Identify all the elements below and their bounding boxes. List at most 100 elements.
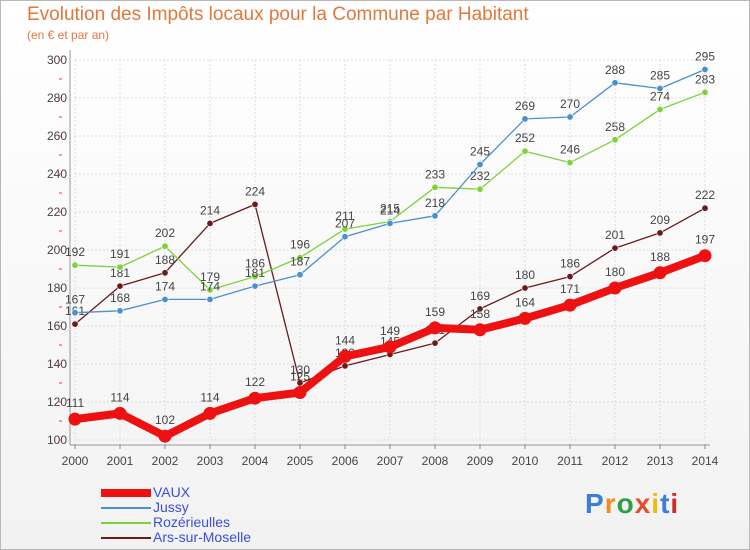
- data-point-ars-sur-moselle: [161, 269, 169, 277]
- data-label-roz-rieulles: 196: [290, 238, 310, 252]
- data-label-jussy: 168: [110, 291, 130, 305]
- data-point-jussy: [116, 307, 124, 315]
- data-point-roz-rieulles: [341, 225, 349, 233]
- data-point-vaux: [203, 406, 217, 420]
- data-point-vaux: [293, 386, 307, 399]
- data-label-ars-sur-moselle: 201: [605, 228, 625, 242]
- data-point-jussy: [701, 66, 709, 74]
- data-point-ars-sur-moselle: [431, 339, 439, 347]
- data-label-roz-rieulles: 211: [335, 209, 354, 223]
- data-label-roz-rieulles: 192: [65, 245, 85, 259]
- data-label-ars-sur-moselle: 180: [515, 268, 535, 282]
- logo-letter: x: [634, 488, 652, 519]
- data-point-vaux: [518, 311, 532, 325]
- data-point-vaux: [68, 412, 82, 426]
- y-tick-label: 180: [47, 281, 67, 295]
- data-point-roz-rieulles: [521, 147, 529, 155]
- legend-label-jussy: Jussy: [153, 499, 189, 515]
- data-label-roz-rieulles: 274: [650, 89, 670, 103]
- data-point-vaux: [653, 266, 667, 280]
- data-point-roz-rieulles: [701, 88, 709, 96]
- data-label-ars-sur-moselle: 222: [695, 188, 715, 202]
- data-label-jussy: 214: [380, 203, 400, 217]
- data-point-vaux: [563, 298, 577, 312]
- data-label-vaux: 144: [335, 333, 355, 347]
- x-tick-label: 2013: [647, 454, 674, 468]
- data-point-jussy: [341, 233, 349, 241]
- data-label-jussy: 181: [245, 266, 265, 280]
- data-label-jussy: 187: [290, 255, 310, 269]
- data-point-vaux: [698, 249, 712, 263]
- x-tick-label: 2002: [152, 454, 179, 468]
- y-tick-label: 240: [47, 167, 67, 181]
- x-tick-label: 2003: [197, 454, 224, 468]
- data-label-vaux: 164: [515, 295, 535, 309]
- data-label-ars-sur-moselle: 224: [245, 184, 265, 198]
- y-tick-label: 280: [47, 91, 67, 105]
- data-point-ars-sur-moselle: [206, 219, 214, 227]
- data-label-ars-sur-moselle: 188: [155, 253, 175, 267]
- legend-label-vaux: VAUX: [153, 484, 191, 500]
- data-label-roz-rieulles: 246: [560, 143, 580, 157]
- data-label-roz-rieulles: 186: [245, 257, 265, 271]
- x-tick-label: 2004: [242, 454, 269, 468]
- logo-letter: r: [604, 488, 617, 519]
- data-label-ars-sur-moselle: 169: [470, 289, 490, 303]
- legend-swatch-vaux: [101, 489, 151, 497]
- data-point-jussy: [161, 295, 169, 303]
- data-point-roz-rieulles: [296, 254, 304, 262]
- legend-swatch-rozerieulles: [101, 522, 151, 524]
- data-label-roz-rieulles: 283: [695, 72, 715, 86]
- logo-letter: o: [616, 488, 635, 519]
- x-tick-label: 2008: [422, 454, 449, 468]
- legend-swatch-jussy: [101, 507, 151, 509]
- data-point-jussy: [71, 309, 79, 317]
- data-point-roz-rieulles: [476, 185, 484, 193]
- data-label-vaux: 114: [110, 390, 129, 404]
- y-tick-label: 140: [47, 357, 67, 371]
- data-label-ars-sur-moselle: 214: [200, 203, 220, 217]
- chart-title: Evolution des Impôts locaux pour la Comm…: [27, 4, 529, 25]
- x-tick-label: 2001: [107, 454, 134, 468]
- data-point-jussy: [476, 161, 484, 169]
- data-label-jussy: 270: [560, 97, 580, 111]
- data-label-jussy: 218: [425, 196, 445, 210]
- data-label-vaux: 171: [560, 282, 580, 296]
- data-label-roz-rieulles: 191: [110, 247, 130, 261]
- data-label-vaux: 125: [290, 370, 310, 384]
- data-point-ars-sur-moselle: [251, 200, 259, 208]
- data-point-roz-rieulles: [656, 105, 664, 113]
- data-point-roz-rieulles: [206, 286, 214, 294]
- x-tick-label: 2000: [62, 454, 89, 468]
- data-point-jussy: [206, 295, 214, 303]
- data-label-vaux: 122: [245, 375, 265, 389]
- data-point-ars-sur-moselle: [71, 320, 79, 328]
- x-tick-label: 2014: [692, 454, 719, 468]
- data-label-vaux: 197: [695, 233, 715, 247]
- data-point-vaux: [473, 323, 487, 337]
- data-label-roz-rieulles: 252: [515, 131, 535, 145]
- proxiti-logo[interactable]: Proxiti: [585, 488, 679, 520]
- data-point-roz-rieulles: [251, 273, 259, 281]
- data-label-jussy: 295: [695, 50, 715, 64]
- x-tick-label: 2007: [377, 454, 404, 468]
- chart-subtitle: (en € et par an): [27, 28, 110, 42]
- data-label-ars-sur-moselle: 181: [110, 266, 130, 280]
- data-label-roz-rieulles: 232: [470, 169, 490, 183]
- data-point-jussy: [656, 85, 664, 93]
- data-label-jussy: 245: [470, 145, 490, 159]
- data-label-roz-rieulles: 233: [425, 167, 445, 181]
- y-tick-label: 100: [47, 433, 67, 447]
- y-tick-label: 160: [47, 319, 67, 333]
- x-tick-label: 2010: [512, 454, 539, 468]
- logo-letter: t: [660, 488, 671, 519]
- data-point-jussy: [521, 115, 529, 123]
- data-label-jussy: 207: [335, 217, 355, 231]
- data-label-ars-sur-moselle: 209: [650, 213, 670, 227]
- data-point-ars-sur-moselle: [116, 282, 124, 290]
- x-tick-label: 2009: [467, 454, 494, 468]
- y-tick-label: 220: [47, 205, 67, 219]
- data-point-vaux: [383, 340, 397, 354]
- data-label-vaux: 158: [470, 307, 490, 321]
